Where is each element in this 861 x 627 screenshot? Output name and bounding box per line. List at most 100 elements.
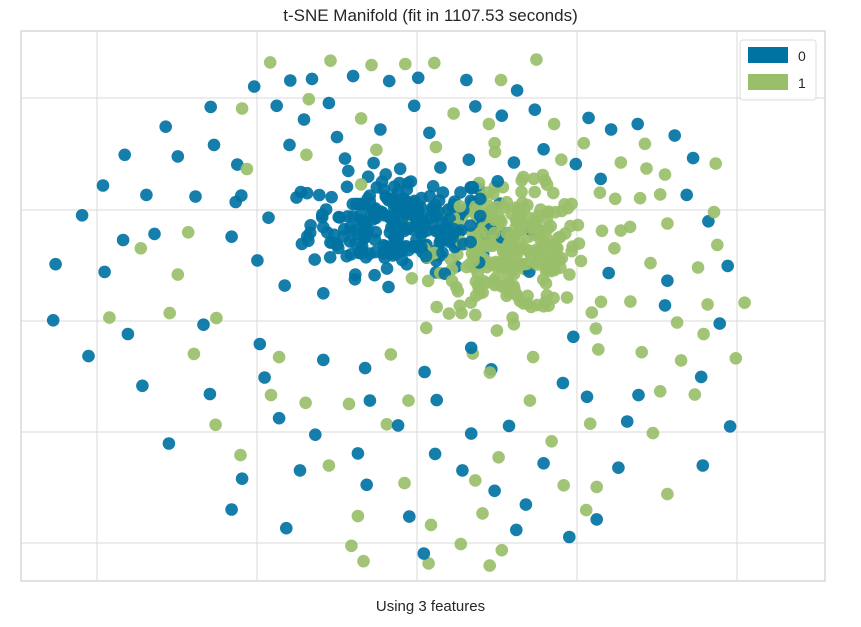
scatter-point-class-0 xyxy=(430,393,444,407)
scatter-point-class-1 xyxy=(488,136,501,150)
scatter-point-class-1 xyxy=(614,156,628,169)
scatter-point-class-0 xyxy=(118,148,131,162)
scatter-point-class-0 xyxy=(426,180,440,193)
scatter-point-class-0 xyxy=(235,189,248,202)
scatter-point-class-0 xyxy=(283,138,296,152)
scatter-point-class-1 xyxy=(405,272,419,285)
scatter-point-class-1 xyxy=(483,366,497,379)
scatter-point-class-0 xyxy=(231,158,244,171)
scatter-point-class-1 xyxy=(263,56,277,69)
scatter-point-class-0 xyxy=(462,153,476,166)
scatter-point-class-0 xyxy=(464,341,478,355)
scatter-point-class-1 xyxy=(638,137,652,151)
scatter-point-class-0 xyxy=(519,498,533,511)
scatter-point-class-0 xyxy=(507,156,521,169)
scatter-point-class-1 xyxy=(187,347,201,361)
scatter-point-class-1 xyxy=(454,537,468,551)
scatter-point-class-1 xyxy=(453,200,467,213)
scatter-point-class-1 xyxy=(234,448,247,462)
scatter-point-class-0 xyxy=(414,200,428,214)
scatter-point-class-1 xyxy=(430,300,444,314)
scatter-point-class-1 xyxy=(595,224,609,238)
scatter-point-class-1 xyxy=(482,117,496,131)
scatter-point-class-1 xyxy=(495,262,509,275)
scatter-point-class-0 xyxy=(382,280,395,294)
scatter-point-class-1 xyxy=(543,255,557,268)
scatter-point-class-0 xyxy=(360,478,374,492)
scatter-point-class-1 xyxy=(530,53,543,66)
scatter-point-class-1 xyxy=(485,203,499,217)
scatter-point-class-0 xyxy=(423,126,436,140)
scatter-point-class-0 xyxy=(376,206,389,219)
scatter-point-class-1 xyxy=(384,348,398,361)
scatter-point-class-0 xyxy=(96,179,110,192)
scatter-point-class-1 xyxy=(691,261,705,274)
scatter-point-class-1 xyxy=(510,287,523,301)
scatter-point-class-0 xyxy=(602,266,615,280)
scatter-point-class-0 xyxy=(340,180,354,194)
scatter-point-class-0 xyxy=(594,172,607,186)
scatter-point-class-1 xyxy=(644,256,657,270)
scatter-point-class-1 xyxy=(476,507,489,520)
scatter-point-class-1 xyxy=(469,308,482,322)
legend-swatch-1 xyxy=(748,74,788,90)
scatter-point-class-1 xyxy=(354,178,368,191)
scatter-point-class-0 xyxy=(419,249,433,263)
scatter-point-class-0 xyxy=(702,215,715,228)
scatter-point-class-0 xyxy=(723,420,737,433)
scatter-point-class-1 xyxy=(590,480,603,494)
scatter-point-class-1 xyxy=(509,221,522,234)
scatter-point-class-0 xyxy=(432,205,445,219)
scatter-point-class-1 xyxy=(475,226,489,239)
scatter-point-class-1 xyxy=(709,157,722,170)
scatter-point-class-1 xyxy=(508,243,522,257)
scatter-point-class-0 xyxy=(258,371,271,384)
scatter-point-class-0 xyxy=(148,227,161,241)
scatter-point-class-0 xyxy=(393,162,407,176)
scatter-point-class-0 xyxy=(189,190,202,203)
scatter-point-class-0 xyxy=(668,129,681,142)
scatter-point-class-0 xyxy=(136,379,149,393)
x-axis-label: Using 3 features xyxy=(375,598,486,615)
scatter-point-class-0 xyxy=(325,190,338,204)
scatter-point-class-1 xyxy=(594,295,608,309)
scatter-point-class-0 xyxy=(317,220,330,234)
scatter-point-class-0 xyxy=(429,224,443,238)
legend-label-1: 1 xyxy=(798,75,806,91)
scatter-point-class-0 xyxy=(590,513,603,526)
scatter-point-class-1 xyxy=(240,162,254,176)
scatter-point-class-1 xyxy=(447,107,460,120)
scatter-point-class-1 xyxy=(589,322,603,335)
scatter-point-class-1 xyxy=(442,307,456,320)
scatter-point-class-0 xyxy=(358,361,372,375)
scatter-point-class-0 xyxy=(632,388,645,402)
scatter-point-class-1 xyxy=(500,195,513,209)
scatter-point-class-0 xyxy=(401,176,415,190)
scatter-point-class-0 xyxy=(116,233,130,247)
scatter-point-class-1 xyxy=(530,218,543,231)
legend-swatch-0 xyxy=(748,47,788,63)
scatter-point-class-0 xyxy=(406,240,420,253)
scatter-point-class-0 xyxy=(346,69,360,83)
scatter-point-class-1 xyxy=(504,231,518,244)
scatter-point-class-0 xyxy=(355,240,369,253)
scatter-point-class-0 xyxy=(380,191,394,205)
scatter-point-class-1 xyxy=(555,153,568,166)
scatter-point-class-1 xyxy=(583,417,597,431)
scatter-point-class-0 xyxy=(329,237,343,250)
scatter-point-class-0 xyxy=(359,218,372,232)
scatter-point-class-1 xyxy=(483,559,497,572)
scatter-point-class-1 xyxy=(554,261,567,275)
scatter-point-class-0 xyxy=(342,164,355,178)
scatter-point-class-0 xyxy=(495,109,509,122)
scatter-point-class-1 xyxy=(422,557,435,570)
scatter-point-class-0 xyxy=(349,268,362,281)
scatter-point-class-1 xyxy=(103,311,116,324)
scatter-point-class-0 xyxy=(721,259,734,273)
scatter-point-class-1 xyxy=(640,162,653,175)
scatter-point-class-0 xyxy=(473,209,487,223)
scatter-point-class-1 xyxy=(365,58,378,72)
scatter-point-class-1 xyxy=(540,178,554,191)
scatter-point-class-1 xyxy=(653,188,667,201)
scatter-point-class-1 xyxy=(428,56,441,70)
